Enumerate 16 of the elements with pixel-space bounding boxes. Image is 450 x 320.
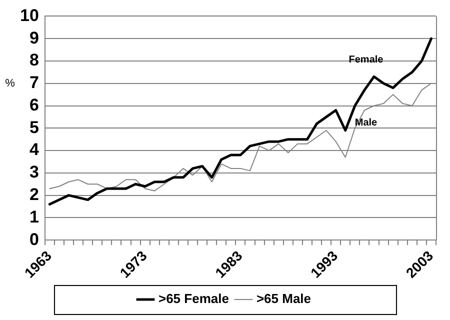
legend-label: >65 Male [256,291,312,306]
y-tick-label: 3 [29,162,39,182]
annotation: Male [354,118,378,129]
y-tick-label: 10 [20,6,39,25]
y-tick-label: 9 [29,28,39,48]
y-tick-label: 5 [29,118,39,137]
y-tick-label: 8 [29,50,39,70]
y-axis-title: % [5,77,16,90]
y-tick-label: 2 [29,185,39,204]
y-tick-label: 7 [29,73,39,92]
annotation: Female [348,54,384,66]
y-tick-label: 6 [29,95,39,114]
y-tick-label: 1 [29,207,39,226]
y-tick-label: 0 [29,230,39,249]
legend-label: >65 Female [158,291,229,306]
y-tick-label: 4 [29,140,40,160]
